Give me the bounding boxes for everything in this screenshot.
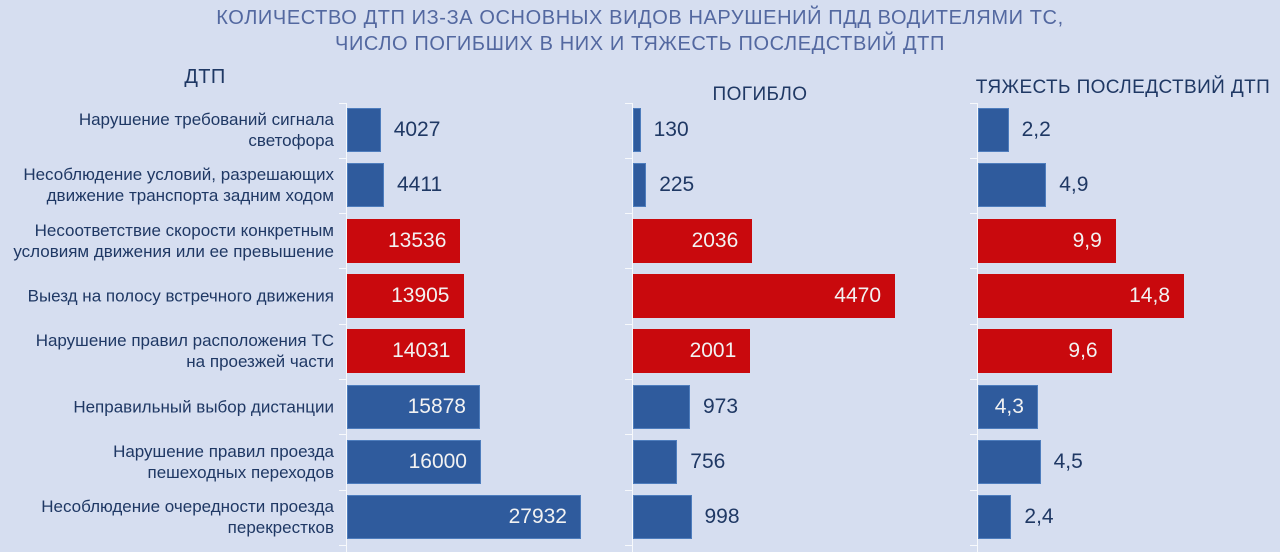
bar — [347, 218, 461, 263]
bar — [633, 384, 690, 429]
bar-value-label: 2036 — [691, 228, 739, 252]
axis-tick — [339, 213, 346, 215]
bar — [978, 163, 1047, 208]
category-label: Несоблюдение условий, разрешающих движен… — [23, 165, 334, 206]
bar-value-label: 130 — [653, 118, 689, 141]
bar — [978, 273, 1184, 318]
axis-tick — [339, 102, 346, 104]
axis-tick — [970, 544, 977, 546]
bar — [347, 329, 465, 374]
bar — [633, 439, 678, 484]
bar-value-label: 15878 — [407, 394, 466, 418]
column-header-severity: ТЯЖЕСТЬ ПОСЛЕДСТВИЙ ДТП — [975, 77, 1271, 98]
bar-value-label: 4411 — [397, 173, 443, 197]
category-label: Нарушение правил проезда пешеходных пере… — [113, 441, 334, 482]
category-label: Несоответствие скорости конкретным услов… — [13, 220, 334, 261]
axis-tick — [970, 157, 977, 159]
bar — [978, 384, 1038, 429]
bar-value-label: 4027 — [393, 118, 441, 141]
axis-tick — [970, 489, 977, 491]
axis-tick — [625, 323, 632, 325]
bar-value-label: 4,3 — [994, 394, 1024, 418]
category-axis-line — [632, 103, 633, 552]
axis-tick — [339, 268, 346, 270]
bar-value-label: 9,6 — [1068, 339, 1098, 363]
chart-title-line1: КОЛИЧЕСТВО ДТП ИЗ-ЗА ОСНОВНЫХ ВИДОВ НАРУ… — [216, 7, 1064, 29]
bar-value-label: 13905 — [391, 283, 450, 307]
axis-tick — [970, 379, 977, 380]
bar — [347, 273, 464, 318]
bar — [633, 495, 692, 540]
bar — [633, 163, 647, 208]
bar — [978, 218, 1116, 263]
axis-tick — [970, 268, 977, 270]
bar — [633, 218, 753, 263]
bar-value-label: 225 — [659, 173, 695, 197]
chart-title-line2: ЧИСЛО ПОГИБШИХ В НИХ И ТЯЖЕСТЬ ПОСЛЕДСТВ… — [335, 33, 945, 55]
bar — [347, 495, 581, 540]
bar-value-label: 16000 — [408, 449, 467, 473]
axis-tick — [625, 213, 632, 215]
bar — [347, 108, 381, 152]
category-label: Нарушение требований сигнала светофора — [78, 110, 334, 150]
bar — [633, 273, 895, 318]
category-label: Неправильный выбор дистанции — [73, 397, 334, 416]
bar-value-label: 4,9 — [1059, 173, 1089, 197]
bar-value-label: 2,4 — [1024, 505, 1054, 529]
bar-value-label: 756 — [690, 449, 726, 473]
bar — [978, 329, 1112, 374]
axis-tick — [625, 544, 632, 546]
axis-tick — [625, 434, 632, 436]
bar — [347, 163, 384, 208]
bar — [633, 108, 641, 152]
axis-tick — [625, 489, 632, 491]
axis-tick — [339, 434, 346, 436]
category-axis-line — [977, 103, 978, 552]
bar — [978, 439, 1041, 484]
bar — [347, 384, 480, 429]
axis-tick — [339, 489, 346, 491]
bar-value-label: 27932 — [508, 505, 567, 529]
bar-value-label: 13536 — [387, 228, 447, 252]
category-label: Несоблюдение очередности проезда перекре… — [41, 497, 334, 538]
bar-value-label: 2,2 — [1021, 118, 1051, 141]
column-header-dtp: ДТП — [184, 66, 226, 88]
bar-value-label: 998 — [704, 505, 740, 529]
axis-tick — [970, 102, 977, 104]
category-label: Выезд на полосу встречного движения — [27, 286, 334, 306]
bar-value-label: 4470 — [834, 283, 881, 307]
axis-tick — [625, 102, 632, 104]
axis-tick — [970, 323, 977, 325]
axis-tick — [625, 379, 632, 380]
axis-tick — [339, 379, 346, 380]
axis-tick — [339, 157, 346, 159]
bar-value-label: 14,8 — [1129, 283, 1170, 307]
axis-tick — [970, 434, 977, 436]
chart-title: КОЛИЧЕСТВО ДТП ИЗ-ЗА ОСНОВНЫХ ВИДОВ НАРУ… — [0, 5, 1280, 57]
bar — [978, 108, 1009, 152]
category-label: Нарушение правил расположения ТС на прое… — [35, 331, 334, 372]
axis-tick — [625, 157, 632, 159]
bar-value-label: 2001 — [689, 339, 737, 363]
bar-value-label: 4,5 — [1053, 449, 1083, 473]
column-header-pogiblo: ПОГИБЛО — [712, 84, 808, 105]
bar-value-label: 973 — [703, 394, 739, 418]
bar — [347, 439, 481, 484]
axis-tick — [625, 268, 632, 270]
bar — [633, 329, 751, 374]
axis-tick — [970, 213, 977, 215]
category-axis-line — [346, 103, 347, 552]
bar — [978, 495, 1012, 540]
bar-value-label: 14031 — [392, 339, 451, 363]
axis-tick — [339, 323, 346, 325]
bar-value-label: 9,9 — [1072, 228, 1102, 252]
axis-tick — [339, 544, 346, 546]
